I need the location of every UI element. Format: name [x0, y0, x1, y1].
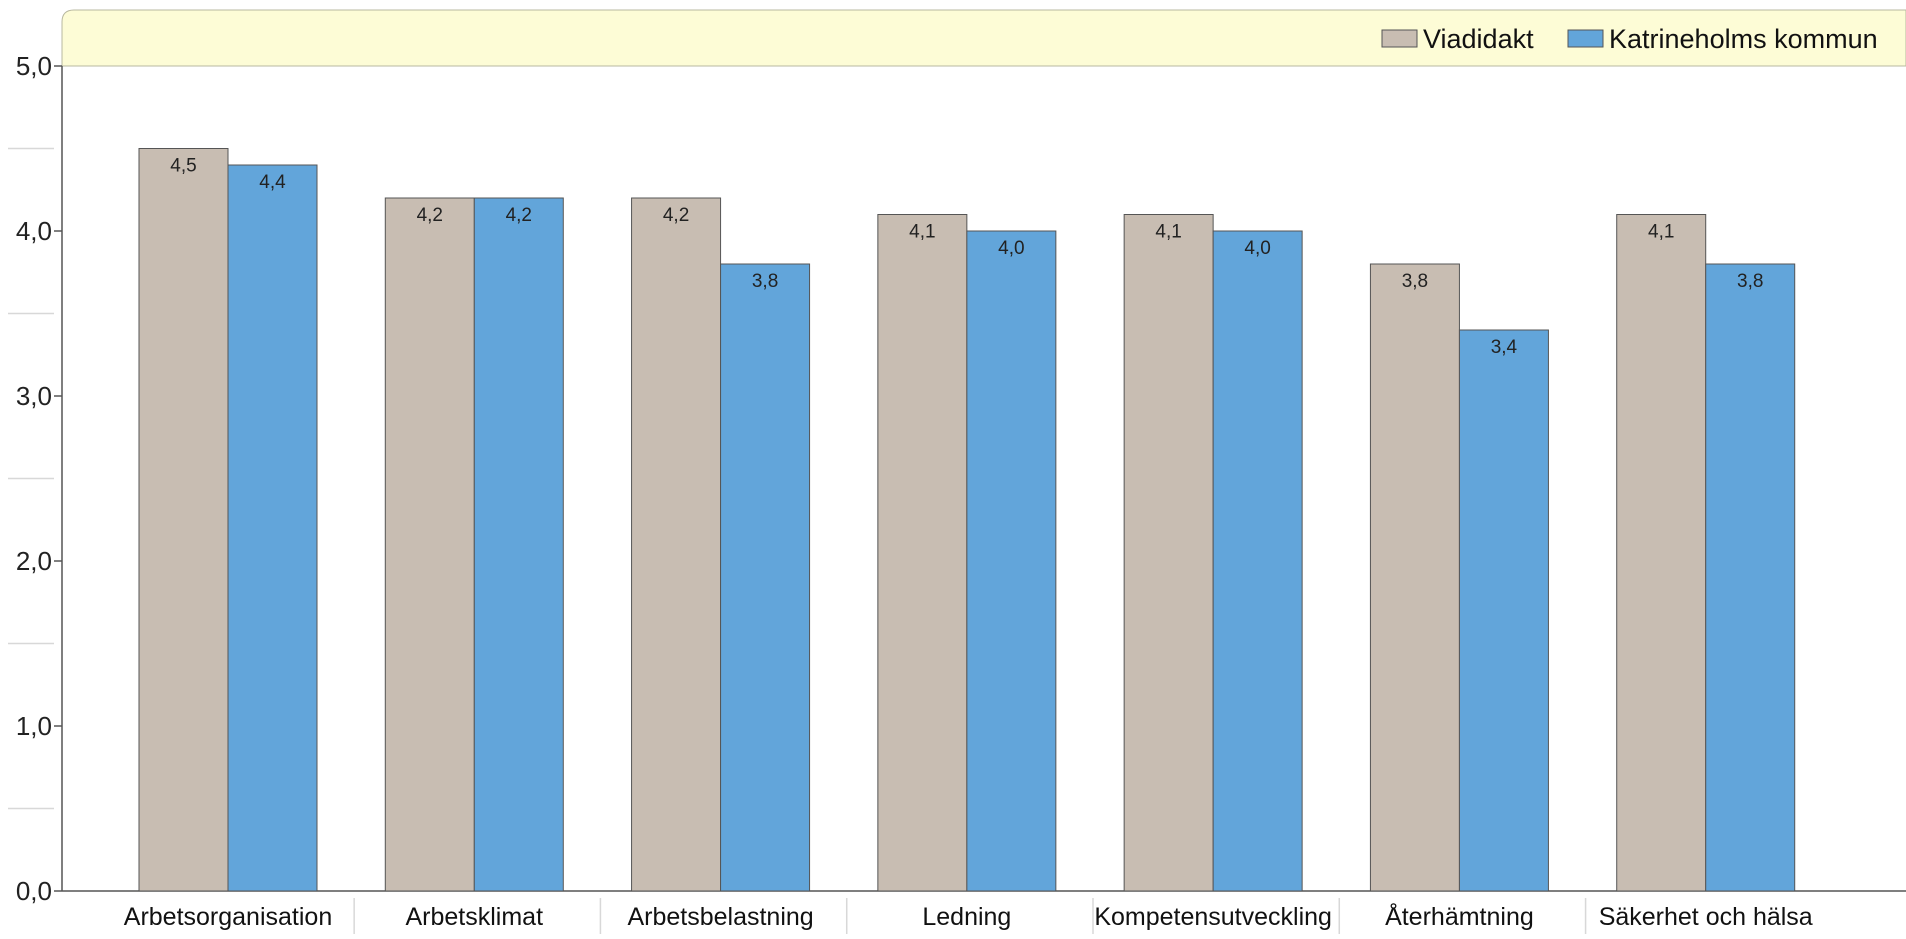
- y-tick-label: 4,0: [16, 216, 52, 246]
- y-tick-label: 3,0: [16, 381, 52, 411]
- bar-viadidakt-5: [1123, 214, 1214, 892]
- y-tick-label: 0,0: [16, 876, 52, 906]
- bar-katrineholm-5: [1212, 230, 1303, 892]
- bar-viadidakt-4: [877, 214, 968, 892]
- x-tick-label: Arbetsbelastning: [627, 903, 813, 931]
- bar-viadidakt-3: [631, 197, 722, 892]
- bar-katrineholm-6: [1458, 329, 1549, 892]
- bar-viadidakt-7: [1616, 214, 1707, 892]
- bar-viadidakt-2: [384, 197, 475, 892]
- legend-swatch-2: [1567, 29, 1604, 48]
- bar-viadidakt-1: [138, 148, 229, 892]
- data-label: 4,1: [1648, 222, 1674, 243]
- bar-viadidakt-6: [1369, 263, 1460, 892]
- legend-label-2: Katrineholms kommun: [1609, 24, 1878, 54]
- bar-katrineholm-1: [227, 164, 318, 892]
- bar-katrineholm-7: [1705, 263, 1796, 892]
- data-label: 4,2: [506, 205, 532, 226]
- x-tick-label: Återhämtning: [1385, 901, 1534, 931]
- data-label: 3,8: [752, 271, 778, 292]
- y-tick-label: 1,0: [16, 711, 52, 741]
- data-label: 4,1: [1155, 222, 1181, 243]
- bar-katrineholm-2: [473, 197, 564, 892]
- legend: Viadidakt Katrineholms kommun: [61, 9, 1906, 67]
- data-label: 3,8: [1402, 271, 1428, 292]
- x-tick-label: Säkerhet och hälsa: [1599, 903, 1813, 931]
- legend-swatch-1: [1381, 29, 1418, 48]
- x-axis: Arbetsorganisation Arbetsklimat Arbetsbela…: [124, 898, 1813, 934]
- data-label: 4,0: [998, 238, 1024, 259]
- x-tick-label: Arbetsklimat: [406, 903, 544, 931]
- x-tick-label: Kompetensutveckling: [1094, 903, 1332, 931]
- data-label: 4,2: [417, 205, 443, 226]
- bar-katrineholm-3: [720, 263, 811, 892]
- data-label: 4,4: [259, 172, 286, 193]
- y-tick-label: 5,0: [16, 51, 52, 81]
- legend-label-1: Viadidakt: [1423, 24, 1534, 54]
- y-tick-label: 2,0: [16, 546, 52, 576]
- data-labels: 4,5 4,4 4,2 4,2 4,2 3,8 4,1 4,0 4,1 4,0 3,8 3,4 4,1 3…: [170, 156, 1763, 359]
- bar-katrineholm-4: [966, 230, 1057, 892]
- data-label: 4,2: [663, 205, 689, 226]
- x-tick-label: Ledning: [922, 903, 1011, 931]
- data-label: 3,4: [1491, 337, 1518, 358]
- x-tick-label: Arbetsorganisation: [124, 903, 332, 931]
- data-label: 4,5: [170, 156, 196, 177]
- legend-band: [61, 9, 1906, 67]
- data-label: 4,1: [909, 222, 935, 243]
- data-label: 4,0: [1244, 238, 1270, 259]
- data-label: 3,8: [1737, 271, 1763, 292]
- bars: [138, 148, 1796, 892]
